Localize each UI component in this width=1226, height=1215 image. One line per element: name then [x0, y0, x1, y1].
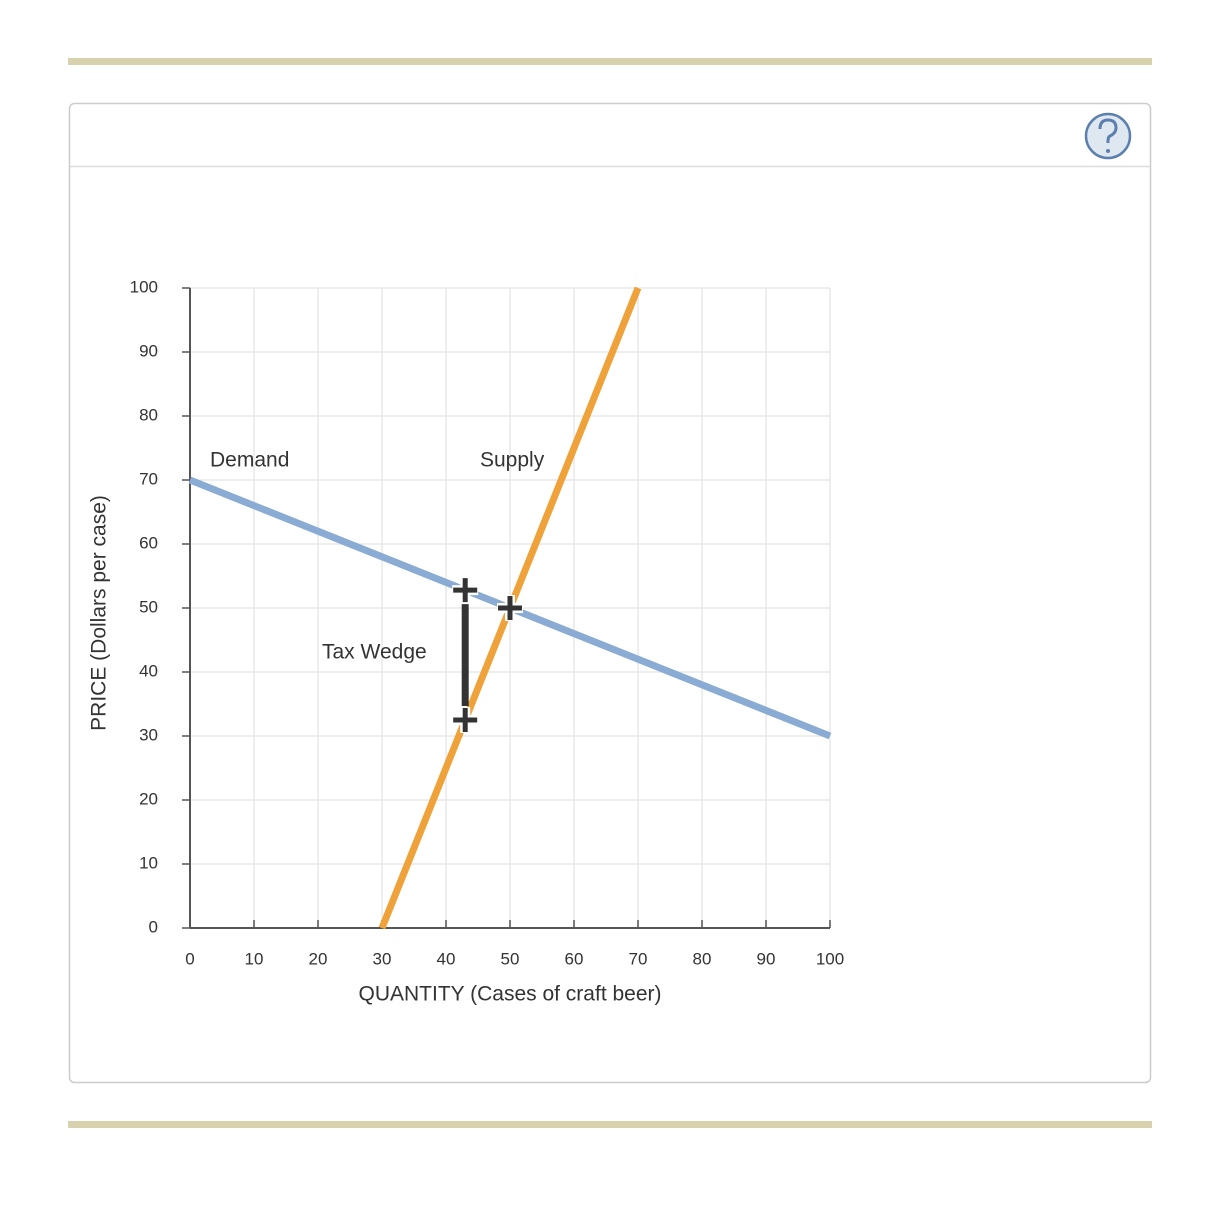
x-tick-label: 0	[185, 949, 194, 968]
y-tick-label: 30	[139, 725, 158, 744]
x-tick-label: 50	[501, 949, 520, 968]
x-tick-label: 100	[816, 949, 844, 968]
x-tick-label: 70	[629, 949, 648, 968]
panel	[68, 102, 1152, 1084]
tax-wedge-bottom-point-shape	[453, 708, 478, 732]
x-tick-label: 10	[245, 949, 264, 968]
help-button[interactable]	[1084, 112, 1132, 160]
tax-wedge-label: Tax Wedge	[322, 641, 427, 664]
tax-wedge-top-point-shape	[453, 578, 478, 603]
x-tick-label: 40	[437, 949, 456, 968]
series-label: Supply	[480, 449, 545, 472]
x-tick-label: 60	[565, 949, 584, 968]
help-glyph-dot[interactable]	[1106, 149, 1110, 153]
y-tick-label: 10	[139, 853, 158, 872]
y-tick-label: 0	[149, 917, 158, 936]
y-axis-title: PRICE (Dollars per case)	[88, 495, 111, 731]
y-tick-label: 70	[139, 469, 158, 488]
y-tick-label: 50	[139, 597, 158, 616]
y-tick-label: 100	[130, 277, 158, 296]
chart: 0 10 20 30 40 50 60 70 80 90 100 0 10 20 30 40 50 60 70 80 9…	[88, 277, 845, 1005]
series-label: Demand	[210, 449, 289, 472]
y-tick-label: 90	[139, 341, 158, 360]
y-tick-label: 80	[139, 405, 158, 424]
x-tick-label: 90	[757, 949, 776, 968]
y-tick-label: 20	[139, 789, 158, 808]
y-tick-label: 40	[139, 661, 158, 680]
equilibrium-point-shape	[498, 596, 522, 620]
help-glyph[interactable]	[1098, 118, 1118, 143]
x-axis-title: QUANTITY (Cases of craft beer)	[358, 983, 661, 1006]
bottom-rule	[68, 1121, 1152, 1128]
x-tick-label: 30	[373, 949, 392, 968]
x-tick-label: 20	[309, 949, 328, 968]
x-tick-label: 80	[693, 949, 712, 968]
y-tick-label: 60	[139, 533, 158, 552]
top-rule	[68, 58, 1152, 65]
equilibrium-point	[497, 595, 523, 621]
tax-wedge-top-point	[452, 577, 479, 604]
tax-wedge-bottom-point	[452, 707, 479, 733]
